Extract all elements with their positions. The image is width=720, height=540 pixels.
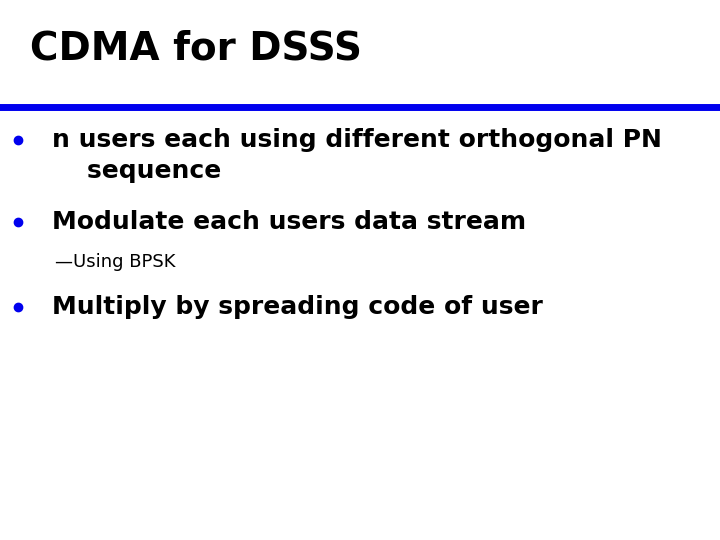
Text: —Using BPSK: —Using BPSK (55, 253, 176, 271)
Text: CDMA for DSSS: CDMA for DSSS (30, 30, 362, 68)
Text: Multiply by spreading code of user: Multiply by spreading code of user (52, 295, 543, 319)
Text: Modulate each users data stream: Modulate each users data stream (52, 210, 526, 234)
Text: n users each using different orthogonal PN
    sequence: n users each using different orthogonal … (52, 128, 662, 183)
